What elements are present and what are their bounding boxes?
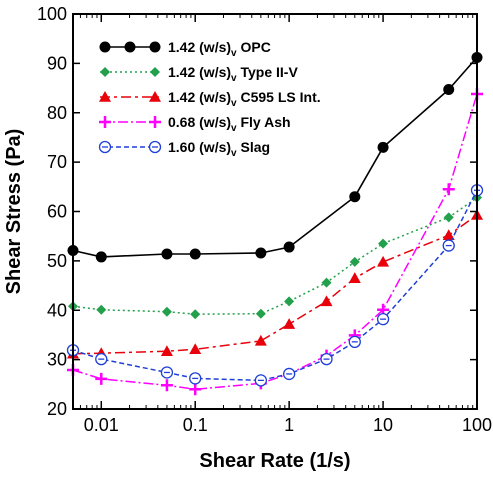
legend-marker [149, 41, 161, 53]
y-tick-label: 100 [37, 4, 67, 24]
x-tick-label: 100 [462, 415, 492, 435]
data-point [95, 372, 108, 385]
data-point [320, 352, 333, 366]
legend-marker [150, 67, 160, 77]
plot-area [66, 51, 484, 396]
data-point [96, 304, 107, 315]
series-line-2 [72, 214, 478, 355]
data-point [189, 383, 202, 396]
y-tick-label: 70 [47, 152, 67, 172]
data-point [255, 247, 267, 259]
y-tick-label: 90 [47, 53, 67, 73]
x-axis-title: Shear Rate (1/s) [199, 450, 350, 472]
legend-label: 1.60 (w/s)v Slag [168, 139, 270, 159]
y-tick-label: 20 [47, 399, 67, 419]
legend-marker [149, 91, 161, 102]
legend-marker [98, 140, 112, 154]
data-point [377, 141, 389, 153]
legend-label: 1.42 (w/s)v Type II-V [168, 64, 298, 84]
data-point [95, 352, 108, 366]
legend-entry-2: 1.42 (w/s)v C595 LS Int. [99, 89, 321, 109]
data-point [254, 334, 267, 346]
data-point [283, 318, 296, 329]
data-point [443, 84, 455, 96]
data-point [282, 367, 296, 381]
data-point [442, 239, 455, 252]
data-point [189, 248, 201, 260]
data-point [283, 241, 295, 253]
legend-entry-3: 0.68 (w/s)v Fly Ash [99, 114, 291, 134]
legend-marker [99, 91, 111, 102]
data-point [190, 309, 201, 320]
data-point [254, 374, 268, 387]
data-point [189, 343, 202, 355]
data-point [348, 272, 361, 283]
y-tick-label: 40 [47, 300, 67, 320]
legend-marker [99, 41, 111, 53]
x-tick-label: 0.01 [84, 415, 119, 435]
legend-marker [148, 140, 162, 154]
x-tick-label: 1 [284, 415, 294, 435]
legend-label: 1.42 (w/s)v OPC [168, 39, 271, 59]
data-point [160, 345, 173, 357]
legend-entry-0: 1.42 (w/s)v OPC [99, 39, 271, 59]
legend-marker [99, 116, 111, 128]
data-point [161, 248, 173, 260]
y-tick-label: 80 [47, 103, 67, 123]
data-point [349, 191, 361, 203]
x-tick-label: 0.1 [183, 415, 208, 435]
legend-marker [124, 41, 136, 53]
data-point [376, 312, 390, 326]
series-line-0 [72, 56, 478, 258]
legend-entry-1: 1.42 (w/s)v Type II-V [100, 64, 298, 84]
data-point [160, 379, 173, 392]
data-point [443, 212, 454, 223]
data-point [378, 238, 389, 249]
series-2 [67, 208, 483, 359]
legend-label: 1.42 (w/s)v C595 LS Int. [168, 89, 321, 109]
data-point [95, 251, 107, 263]
y-tick-label: 60 [47, 202, 67, 222]
y-tick-label: 30 [47, 350, 67, 370]
data-point [189, 372, 202, 385]
data-point [284, 296, 295, 307]
data-point [255, 308, 266, 319]
data-point [349, 256, 360, 267]
legend: 1.42 (w/s)v OPC 1.42 (w/s)v Type II-V 1.42… [98, 39, 321, 159]
axes: 20 30 40 50 60 70 80 90 100 0.01 0.1 1 10 100 [37, 4, 492, 435]
data-point [377, 255, 390, 267]
data-point [442, 183, 455, 196]
legend-entry-4: 1.60 (w/s)v Slag [98, 139, 270, 159]
data-point [160, 366, 174, 379]
y-axis-title: Shear Stress (Pa) [3, 129, 25, 295]
data-point [348, 335, 361, 349]
legend-label: 0.68 (w/s)v Fly Ash [168, 114, 291, 134]
data-point [320, 295, 333, 307]
x-tick-label: 10 [373, 415, 393, 435]
data-point [442, 229, 455, 240]
data-point [161, 306, 172, 317]
data-point [321, 277, 332, 288]
legend-marker [100, 67, 110, 77]
y-tick-label: 50 [47, 251, 67, 271]
series-0 [67, 51, 483, 263]
legend-marker [149, 116, 161, 128]
